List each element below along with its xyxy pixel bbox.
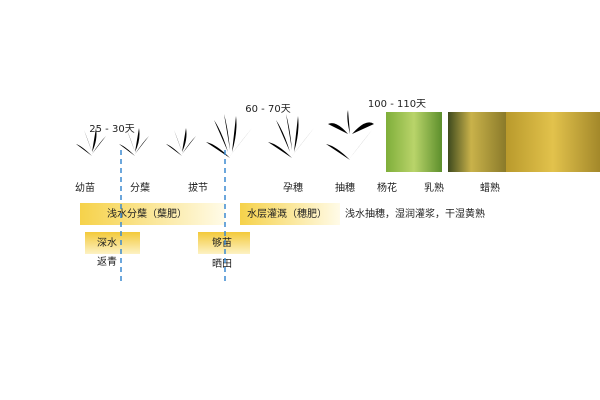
water-box [198,232,250,254]
water-bar [80,203,225,225]
water-label: 浅水分蘖（蘖肥） [107,207,187,220]
stage-label: 蜡熟 [480,181,500,194]
stage-label: 乳熟 [424,181,444,194]
water-bar [240,203,340,225]
photo-wax [506,112,600,172]
day-label: 25 - 30天 [89,124,134,135]
stage-label: 拔节 [188,181,208,194]
stage-label: 抽穗 [335,181,355,194]
stage-label: 分蘖 [130,181,150,194]
water-label: 浅水抽穗，湿润灌浆，干湿黄熟 [345,207,485,220]
stage-label: 孕穗 [283,181,303,194]
stage-label: 杨花 [377,181,397,194]
stage-label: 幼苗 [75,181,95,194]
photo-milk [448,112,506,172]
day-label: 100 - 110天 [368,99,426,110]
water-box [85,232,140,254]
day-label: 60 - 70天 [245,104,290,115]
water-label: 够苗 [212,237,232,249]
water-label: 晒田 [212,258,232,270]
water-label: 深水 [97,237,117,249]
photo-flowering [386,112,442,172]
water-label: 水层灌溉（穗肥） [247,207,327,220]
water-label: 返青 [97,255,117,268]
plant-drawings [2,110,374,174]
